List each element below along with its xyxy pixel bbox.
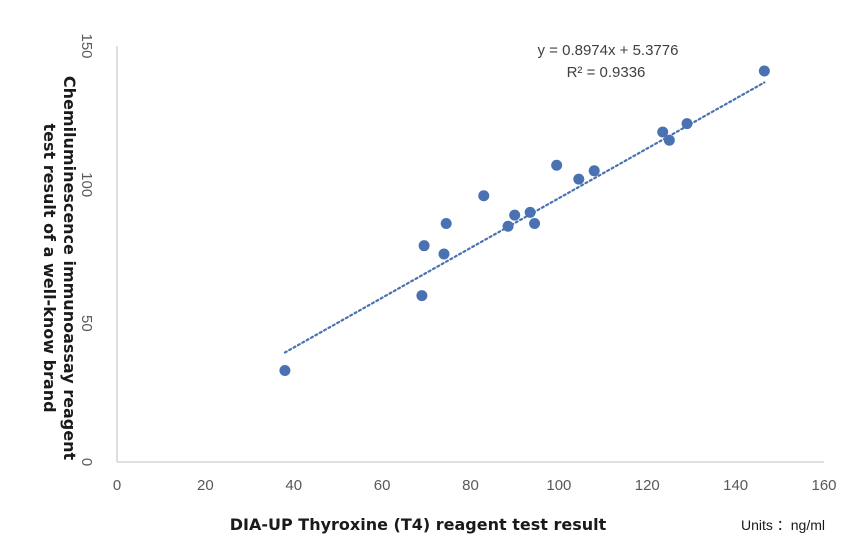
data-point: [573, 173, 585, 185]
x-tick-label: 40: [285, 477, 302, 494]
data-point: [438, 248, 450, 260]
x-tick-label: 0: [113, 477, 121, 494]
y-tick-label: 0: [78, 458, 95, 466]
data-point: [663, 134, 675, 146]
x-tick-labels: 0 20 40 60 80 100 120 140 160: [113, 477, 837, 494]
trendline-group: [283, 81, 766, 354]
y-axis-title-line-2: test result of a well-know brand: [40, 123, 59, 412]
data-point: [588, 165, 600, 177]
x-tick-label: 160: [811, 477, 836, 494]
x-tick-label: 140: [723, 477, 748, 494]
y-tick-label: 50: [78, 315, 95, 332]
units-label: Units ：ng/ml: [741, 517, 825, 533]
y-axis-title-line-1: Chemiluminescence immunoassay reagent: [60, 76, 79, 461]
data-point: [502, 220, 514, 232]
data-point: [657, 126, 669, 138]
y-tick-label: 100: [78, 172, 95, 197]
data-point: [418, 240, 430, 252]
data-point: [529, 217, 541, 229]
axes: [116, 46, 824, 463]
y-tick-labels: 0 50 100 150: [78, 33, 95, 466]
x-tick-label: 20: [197, 477, 214, 494]
data-point: [440, 217, 452, 229]
x-tick-label: 120: [635, 477, 660, 494]
x-tick-label: 60: [374, 477, 391, 494]
data-points: [279, 65, 770, 376]
data-point: [551, 159, 563, 171]
x-axis-title: DIA-UP Thyroxine (T4) reagent test resul…: [230, 515, 607, 534]
x-tick-label: 80: [462, 477, 479, 494]
x-tick-label: 100: [546, 477, 571, 494]
y-tick-label: 150: [78, 33, 95, 58]
trendline: [283, 81, 766, 354]
data-point: [758, 65, 770, 77]
trendline-equation: y = 0.8974x + 5.3776: [538, 42, 679, 59]
data-point: [524, 206, 536, 218]
y-axis-title: Chemiluminescence immunoassay reagent te…: [40, 76, 79, 461]
data-point: [478, 190, 490, 202]
data-point: [279, 364, 291, 376]
data-point: [681, 118, 693, 130]
data-point: [416, 290, 428, 302]
r-squared-label: R² = 0.9336: [567, 64, 646, 81]
data-point: [509, 209, 521, 221]
